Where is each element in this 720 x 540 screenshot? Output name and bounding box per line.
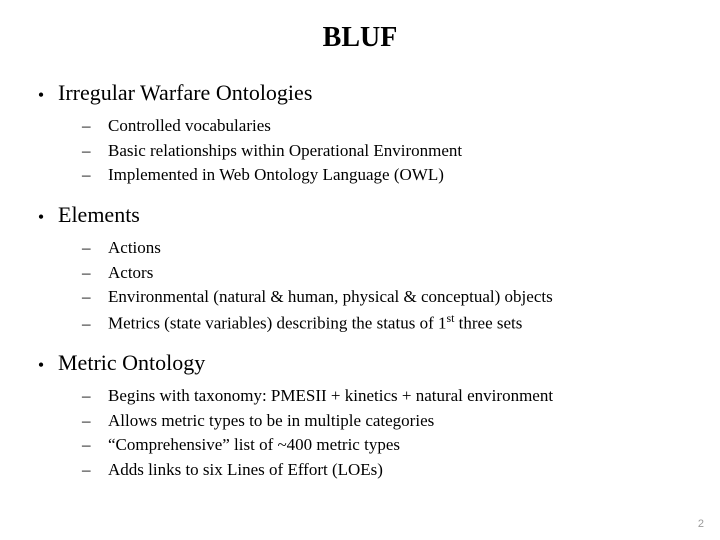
sub-list: –Controlled vocabularies –Basic relation…: [30, 114, 690, 188]
list-item-text: Implemented in Web Ontology Language (OW…: [108, 163, 690, 188]
list-item: –Environmental (natural & human, physica…: [82, 285, 690, 310]
list-item-text: Actions: [108, 236, 690, 261]
list-item: –Controlled vocabularies: [82, 114, 690, 139]
dash-icon: –: [82, 285, 108, 310]
dash-icon: –: [82, 261, 108, 286]
dash-icon: –: [82, 139, 108, 164]
bullet-icon: •: [30, 208, 52, 226]
list-item: –Metrics (state variables) describing th…: [82, 310, 690, 336]
bullet-icon: •: [30, 86, 52, 104]
list-item: –Allows metric types to be in multiple c…: [82, 409, 690, 434]
section-heading-row: • Irregular Warfare Ontologies: [30, 78, 690, 114]
list-item: –Adds links to six Lines of Effort (LOEs…: [82, 458, 690, 483]
dash-icon: –: [82, 409, 108, 434]
list-item: –“Comprehensive” list of ~400 metric typ…: [82, 433, 690, 458]
list-item: –Begins with taxonomy: PMESII + kinetics…: [82, 384, 690, 409]
section-heading: Irregular Warfare Ontologies: [52, 80, 312, 106]
list-item: –Basic relationships within Operational …: [82, 139, 690, 164]
list-item-text: Basic relationships within Operational E…: [108, 139, 690, 164]
sub-list: –Begins with taxonomy: PMESII + kinetics…: [30, 384, 690, 483]
dash-icon: –: [82, 458, 108, 483]
sub-list: –Actions –Actors –Environmental (natural…: [30, 236, 690, 336]
list-item-text: Controlled vocabularies: [108, 114, 690, 139]
list-item-text: Environmental (natural & human, physical…: [108, 285, 690, 310]
list-item-text: Allows metric types to be in multiple ca…: [108, 409, 690, 434]
page-number: 2: [698, 518, 704, 530]
dash-icon: –: [82, 433, 108, 458]
bullet-icon: •: [30, 356, 52, 374]
list-item-text: Metrics (state variables) describing the…: [108, 310, 690, 336]
dash-icon: –: [82, 236, 108, 261]
section-heading-row: • Metric Ontology: [30, 348, 690, 384]
dash-icon: –: [82, 114, 108, 139]
list-item-text: Adds links to six Lines of Effort (LOEs): [108, 458, 690, 483]
list-item-text: Begins with taxonomy: PMESII + kinetics …: [108, 384, 690, 409]
dash-icon: –: [82, 384, 108, 409]
section-heading: Metric Ontology: [52, 350, 205, 376]
section-heading: Elements: [52, 202, 140, 228]
list-item: –Actors: [82, 261, 690, 286]
list-item-text: Actors: [108, 261, 690, 286]
section-heading-row: • Elements: [30, 200, 690, 236]
list-item-text: “Comprehensive” list of ~400 metric type…: [108, 433, 690, 458]
dash-icon: –: [82, 312, 108, 337]
list-item: –Actions: [82, 236, 690, 261]
list-item: –Implemented in Web Ontology Language (O…: [82, 163, 690, 188]
dash-icon: –: [82, 163, 108, 188]
slide-title: BLUF: [30, 22, 690, 54]
